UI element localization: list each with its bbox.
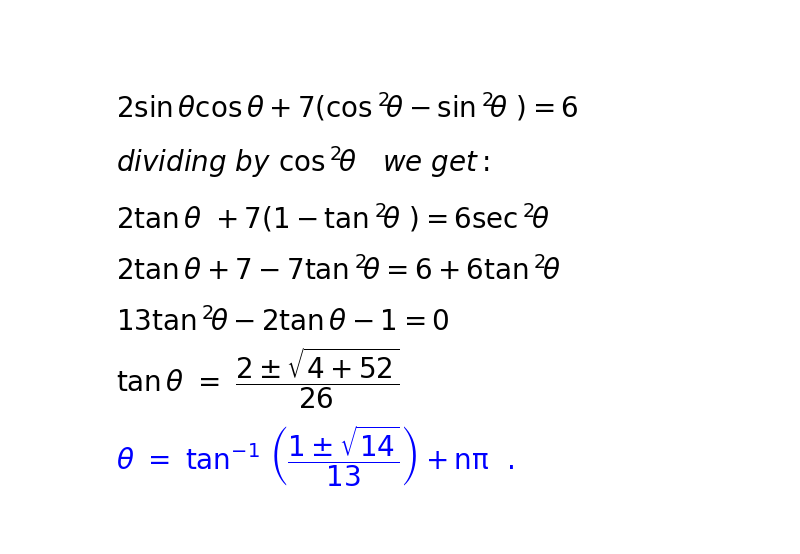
Text: $\rm 2sin\,\it\theta\rm cos\,\it\theta\rm +7(cos\,^2\!\it\theta\rm -sin\,^2\!\it: $\rm 2sin\,\it\theta\rm cos\,\it\theta\r…	[115, 90, 578, 124]
Text: $\rm 2tan\,\it\theta\rm +7-7tan\,^2\!\it\theta\rm =6+6tan\,^2\!\it\theta$: $\rm 2tan\,\it\theta\rm +7-7tan\,^2\!\it…	[115, 257, 560, 286]
Text: $\rm tan\,\it\theta\rm \ =\ \dfrac{2\pm\sqrt{4+52}}{26}$: $\rm tan\,\it\theta\rm \ =\ \dfrac{2\pm\…	[115, 345, 398, 411]
Text: $\it dividing\ by\ \rm cos\,^2\!\it\theta\ \ \ we\ get\rm :$: $\it dividing\ by\ \rm cos\,^2\!\it\thet…	[115, 145, 490, 181]
Text: $\it\theta\rm \ =\ tan^{-1}\ \left(\dfrac{1\pm\sqrt{14}}{13}\right)+n\pi\ \ .$: $\it\theta\rm \ =\ tan^{-1}\ \left(\dfra…	[115, 424, 514, 490]
Text: $\rm 13tan\,^2\!\it\theta\rm -2tan\,\it\theta\rm -1=0$: $\rm 13tan\,^2\!\it\theta\rm -2tan\,\it\…	[115, 307, 449, 337]
Text: $\rm 2tan\,\it\theta\rm \ +7(1-tan\,^2\!\it\theta\rm \ )=6sec\,^2\!\it\theta$: $\rm 2tan\,\it\theta\rm \ +7(1-tan\,^2\!…	[115, 202, 550, 234]
